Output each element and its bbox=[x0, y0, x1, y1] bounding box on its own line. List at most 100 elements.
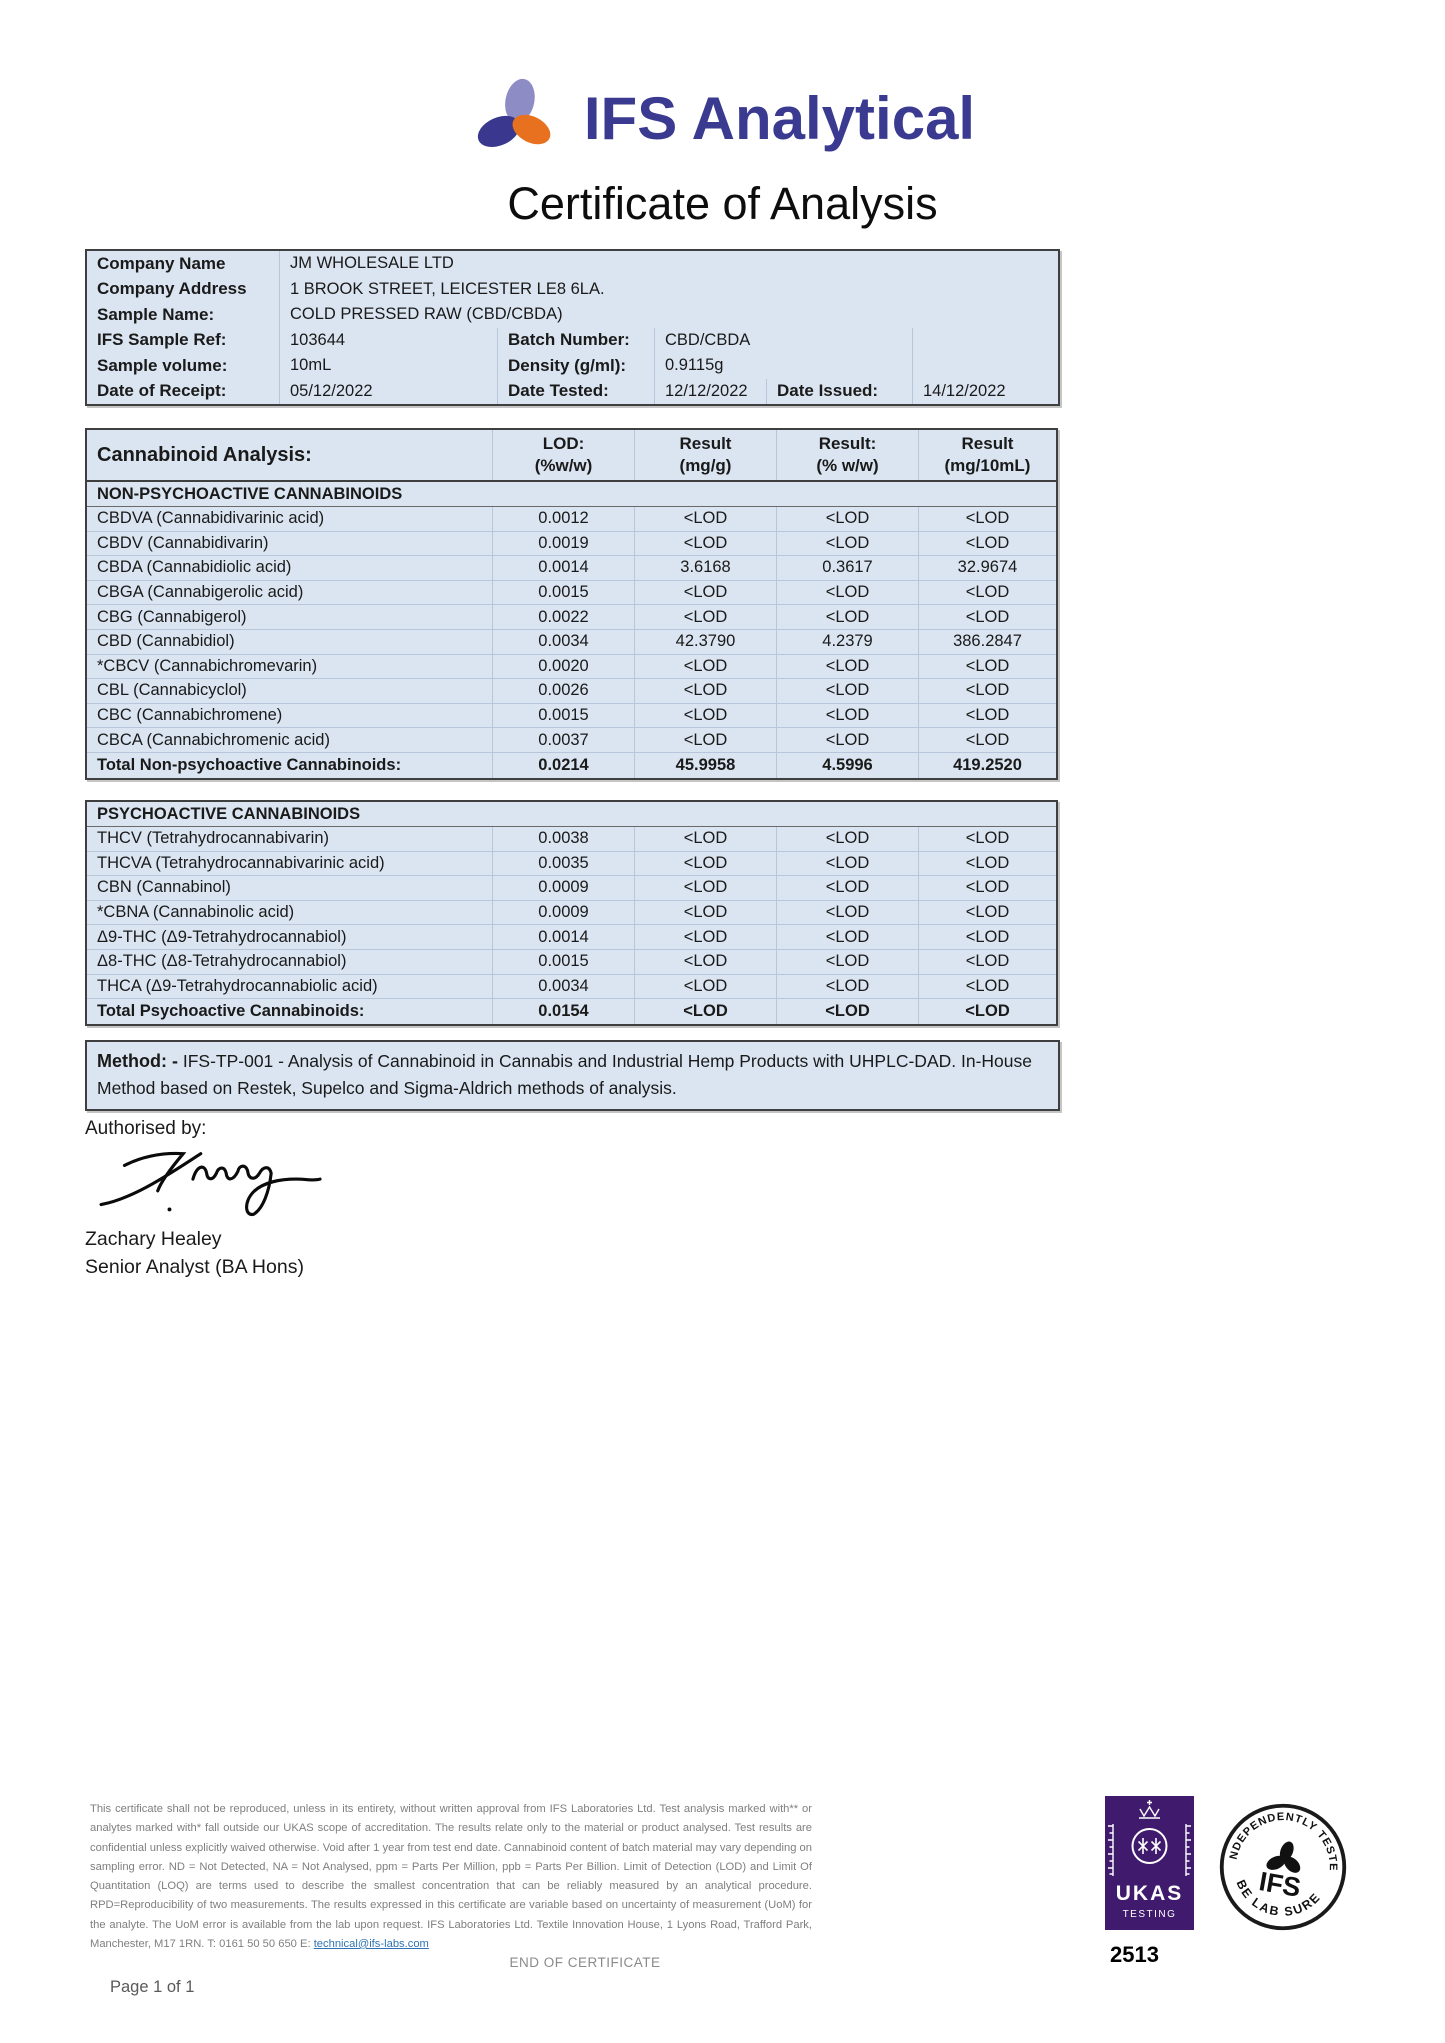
value-cell: <LOD bbox=[776, 679, 918, 703]
value-cell: <LOD bbox=[776, 507, 918, 531]
signature-image bbox=[99, 1151, 322, 1216]
brand-name: IFS Analytical bbox=[583, 84, 976, 152]
disclaimer-text: This certificate shall not be reproduced… bbox=[90, 1800, 812, 1954]
date-tested-value: 12/12/2022 bbox=[655, 378, 767, 404]
analyte-name: CBD (Cannabidiol) bbox=[97, 632, 235, 651]
value-cell: 0.0022 bbox=[492, 605, 634, 629]
value-cell: 0.0009 bbox=[492, 876, 634, 900]
company-address-value: 1 BROOK STREET, LEICESTER LE8 6LA. bbox=[290, 279, 605, 298]
document-title: Certificate of Analysis bbox=[507, 178, 938, 229]
value-cell: <LOD bbox=[776, 531, 918, 556]
analyte-name: CBC (Cannabichromene) bbox=[97, 706, 283, 725]
total-row: Total Psychoactive Cannabinoids: 0.0154 <L… bbox=[87, 999, 1056, 1024]
stamp-trefoil-icon bbox=[1266, 1841, 1301, 1873]
total-row: Total Non-psychoactive Cannabinoids: 0.02… bbox=[87, 752, 1056, 778]
value-cell: 32.9674 bbox=[918, 556, 1056, 580]
value-cell: <LOD bbox=[918, 999, 1056, 1024]
value-cell: <LOD bbox=[634, 654, 776, 679]
value-cell: 0.0037 bbox=[492, 728, 634, 752]
spacer-cell bbox=[767, 353, 913, 379]
density-label: Density (g/ml): bbox=[498, 353, 655, 379]
analyte-row: CBD (Cannabidiol) 0.0034 42.3790 4.2379 386.… bbox=[87, 629, 1056, 655]
value-cell: 0.0038 bbox=[492, 827, 634, 851]
end-of-certificate-text: END OF CERTIFICATE bbox=[509, 1955, 661, 1970]
value-cell: <LOD bbox=[918, 703, 1056, 728]
value-cell: <LOD bbox=[634, 605, 776, 629]
value-cell: <LOD bbox=[918, 728, 1056, 752]
analyte-row: Δ8-THC (Δ8-Tetrahydrocannabiol) 0.0015 <LO… bbox=[87, 949, 1056, 975]
value-cell: <LOD bbox=[634, 949, 776, 974]
col-result-pct-line1: Result: bbox=[818, 433, 877, 453]
value-cell: 0.0015 bbox=[492, 703, 634, 728]
value-cell: <LOD bbox=[776, 900, 918, 925]
company-name-value: JM WHOLESALE LTD bbox=[290, 254, 454, 273]
analyte-name: CBDVA (Cannabidivarinic acid) bbox=[97, 509, 325, 528]
analyte-row: THCV (Tetrahydrocannabivarin) 0.0038 <LOD <… bbox=[87, 827, 1056, 852]
date-receipt-value: 05/12/2022 bbox=[280, 378, 498, 404]
date-tested-label: Date Tested: bbox=[498, 378, 655, 404]
analyst-role: Senior Analyst (BA Hons) bbox=[85, 1256, 304, 1278]
method-text: IFS-TP-001 - Analysis of Cannabinoid in … bbox=[97, 1051, 1032, 1098]
col-result-pct-line2: (% w/w) bbox=[816, 456, 879, 475]
sample-volume-value: 10mL bbox=[280, 353, 498, 379]
value-cell: <LOD bbox=[634, 580, 776, 605]
date-receipt-label: Date of Receipt: bbox=[87, 378, 280, 404]
value-cell: <LOD bbox=[634, 827, 776, 851]
value-cell: <LOD bbox=[634, 507, 776, 531]
value-cell: <LOD bbox=[918, 949, 1056, 974]
value-cell: 0.0014 bbox=[492, 556, 634, 580]
value-cell: <LOD bbox=[634, 728, 776, 752]
ukas-text: UKAS bbox=[1116, 1882, 1184, 1905]
analyte-name: Δ8-THC (Δ8-Tetrahydrocannabiol) bbox=[97, 952, 347, 971]
analyte-name: CBGA (Cannabigerolic acid) bbox=[97, 583, 304, 602]
spacer-cell bbox=[913, 328, 1058, 354]
value-cell: <LOD bbox=[918, 507, 1056, 531]
value-cell: 0.0014 bbox=[492, 925, 634, 949]
value-cell: <LOD bbox=[776, 580, 918, 605]
analyte-name: *CBNA (Cannabinolic acid) bbox=[97, 903, 295, 922]
col-result-mgg: Result (mg/g) bbox=[634, 430, 776, 480]
analyte-row: THCA (Δ9-Tetrahydrocannabiolic acid) 0.00… bbox=[87, 974, 1056, 1000]
value-cell: <LOD bbox=[776, 999, 918, 1024]
col-lod-line2: (%w/w) bbox=[534, 456, 593, 475]
non-psychoactive-section: NON-PSYCHOACTIVE CANNABINOIDS CBDVA (Cann… bbox=[87, 482, 1056, 778]
psychoactive-table: PSYCHOACTIVE CANNABINOIDS THCV (Tetrahydr… bbox=[85, 800, 1058, 1026]
section-header: NON-PSYCHOACTIVE CANNABINOIDS bbox=[87, 482, 1056, 507]
value-cell: 0.0019 bbox=[492, 531, 634, 556]
batch-number-value: CBD/CBDA bbox=[665, 330, 751, 349]
ukas-testing-text: TESTING bbox=[1123, 1909, 1177, 1920]
analyte-name: CBDA (Cannabidiolic acid) bbox=[97, 558, 292, 577]
analyte-name: CBN (Cannabinol) bbox=[97, 878, 231, 897]
sample-name-value: COLD PRESSED RAW (CBD/CBDA) bbox=[290, 305, 563, 324]
value-cell: 0.0034 bbox=[492, 974, 634, 999]
ifs-trefoil-logo-icon bbox=[477, 78, 551, 148]
value-cell: 0.0020 bbox=[492, 654, 634, 679]
spacer-cell bbox=[767, 327, 913, 353]
value-cell: <LOD bbox=[918, 900, 1056, 925]
value-cell: 0.0214 bbox=[492, 752, 634, 778]
sample-info-table: Company Name JM WHOLESALE LTD Company Ad… bbox=[85, 249, 1060, 406]
value-cell: <LOD bbox=[776, 949, 918, 974]
col-result-mg10ml-line1: Result bbox=[961, 433, 1014, 453]
analyte-row: CBN (Cannabinol) 0.0009 <LOD <LOD <LOD bbox=[87, 876, 1056, 901]
analyte-row: *CBCV (Cannabichromevarin) 0.0020 <LOD <LOD… bbox=[87, 654, 1056, 680]
analyte-row: CBDA (Cannabidiolic acid) 0.0014 3.6168 0.3… bbox=[87, 556, 1056, 581]
value-cell: <LOD bbox=[634, 679, 776, 703]
technical-email-link[interactable]: technical@ifs-labs.com bbox=[313, 1937, 429, 1950]
analyte-name: Total Psychoactive Cannabinoids: bbox=[97, 1001, 365, 1020]
analyte-row: CBL (Cannabicyclol) 0.0026 <LOD <LOD <LOD bbox=[87, 679, 1056, 704]
ifs-lab-stamp-icon: INDEPENDENTLY TESTED BE LAB SURE IFS bbox=[1219, 1802, 1348, 1931]
col-result-mg10ml: Result (mg/10mL) bbox=[918, 430, 1056, 480]
company-name-label: Company Name bbox=[87, 251, 280, 277]
date-issued-value: 14/12/2022 bbox=[923, 381, 1006, 400]
analyst-name: Zachary Healey bbox=[85, 1228, 222, 1250]
value-cell: <LOD bbox=[918, 851, 1056, 876]
value-cell: 0.0012 bbox=[492, 507, 634, 531]
analyte-name: THCVA (Tetrahydrocannabivarinic acid) bbox=[97, 853, 385, 872]
value-cell: <LOD bbox=[918, 876, 1056, 900]
value-cell: <LOD bbox=[918, 827, 1056, 851]
spacer-cell bbox=[913, 353, 1058, 379]
value-cell: <LOD bbox=[634, 703, 776, 728]
col-result-mgg-line2: (mg/g) bbox=[679, 456, 732, 475]
value-cell: <LOD bbox=[776, 728, 918, 752]
